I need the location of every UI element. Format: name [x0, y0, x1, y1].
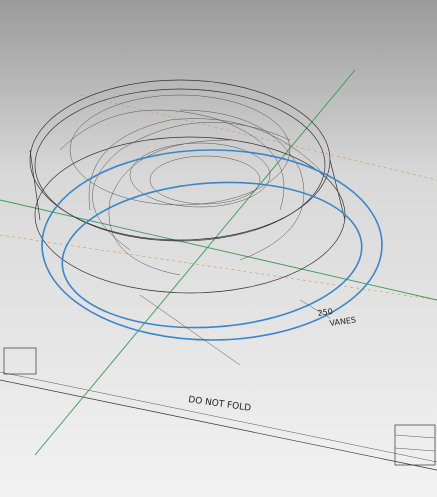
dimension-label: 250 [317, 307, 333, 318]
leader-lines [139, 294, 331, 366]
vanes-note: VANES [329, 315, 357, 328]
axes [0, 69, 437, 456]
title-block-right [394, 424, 436, 466]
title-block-left [3, 347, 37, 375]
impeller-wireframe [29, 79, 346, 294]
blue-circles [41, 149, 383, 341]
drawing-sheet [0, 94, 437, 471]
